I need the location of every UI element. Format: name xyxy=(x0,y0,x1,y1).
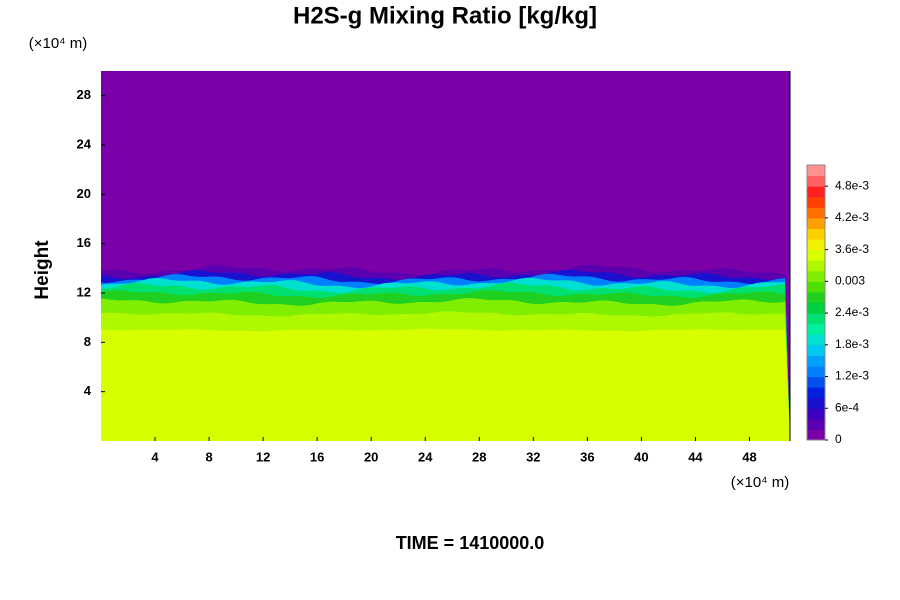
colorbar-level xyxy=(807,323,825,335)
footer: TIME = 1410000.0 xyxy=(396,533,545,553)
colorbar-level xyxy=(807,281,825,293)
colorbar-level xyxy=(807,196,825,208)
colorbar-level xyxy=(807,334,825,346)
colorbar-level xyxy=(807,175,825,187)
colorbar-tick-label: 1.2e-3 xyxy=(835,369,869,383)
colorbar-tick-label: 0.003 xyxy=(835,274,865,288)
y-tick-label: 16 xyxy=(77,235,91,250)
colorbar-level xyxy=(807,270,825,282)
colorbar-tick-label: 2.4e-3 xyxy=(835,305,869,319)
x-tick-label: 8 xyxy=(205,449,212,464)
colorbar-level xyxy=(807,186,825,198)
field xyxy=(101,71,790,441)
colorbar-level xyxy=(807,397,825,409)
colorbar-level xyxy=(807,355,825,367)
y-tick-label: 4 xyxy=(84,383,92,398)
colorbar-tick-label: 1.8e-3 xyxy=(835,337,869,351)
x-tick-label: 32 xyxy=(526,449,540,464)
colorbar-level xyxy=(807,249,825,261)
x-tick-label: 28 xyxy=(472,449,486,464)
colorbar-tick-label: 4.2e-3 xyxy=(835,210,869,224)
chart-title: H2S-g Mixing Ratio [kg/kg] xyxy=(293,2,597,29)
y-tick-label: 12 xyxy=(77,284,91,299)
colorbar-tick-label: 0 xyxy=(835,432,842,446)
colorbar-level xyxy=(807,207,825,219)
x-tick-label: 36 xyxy=(580,449,594,464)
y-label: Height xyxy=(32,240,53,300)
y-tick-label: 8 xyxy=(84,334,91,349)
colorbar-level xyxy=(807,165,825,177)
x-tick-label: 16 xyxy=(310,449,324,464)
colorbar-level xyxy=(807,291,825,303)
x-tick-label: 24 xyxy=(418,449,433,464)
colorbar-level xyxy=(807,228,825,240)
x-tick-label: 44 xyxy=(688,449,703,464)
x-tick-label: 12 xyxy=(256,449,270,464)
colorbar-level xyxy=(807,344,825,356)
colorbar-level xyxy=(807,387,825,399)
y-unit: (×10⁴ m) xyxy=(29,35,88,52)
colorbar-level xyxy=(807,429,825,441)
colorbar-tick-label: 3.6e-3 xyxy=(835,242,869,256)
colorbar-level xyxy=(807,418,825,430)
colorbar-level xyxy=(807,365,825,378)
colorbar-level xyxy=(807,408,825,420)
field-layer xyxy=(101,328,790,441)
x-tick-label: 48 xyxy=(742,449,756,464)
colorbar-tick-label: 4.8e-3 xyxy=(835,178,869,192)
colorbar-tick-label: 6e-4 xyxy=(835,400,859,414)
colorbar-level xyxy=(807,260,825,272)
colorbar-level xyxy=(807,239,825,251)
y-tick-label: 24 xyxy=(77,136,92,151)
colorbar-level xyxy=(807,376,825,388)
x-tick-label: 4 xyxy=(151,449,159,464)
y-tick-label: 20 xyxy=(77,186,91,201)
colorbar-level xyxy=(807,217,825,229)
colorbar-level xyxy=(807,313,825,325)
colorbar-frame xyxy=(806,164,826,441)
y-tick-label: 28 xyxy=(77,87,91,102)
x-tick-label: 20 xyxy=(364,449,378,464)
x-unit: (×10⁴ m) xyxy=(731,474,790,491)
x-tick-label: 40 xyxy=(634,449,648,464)
colorbar-level xyxy=(807,302,825,314)
